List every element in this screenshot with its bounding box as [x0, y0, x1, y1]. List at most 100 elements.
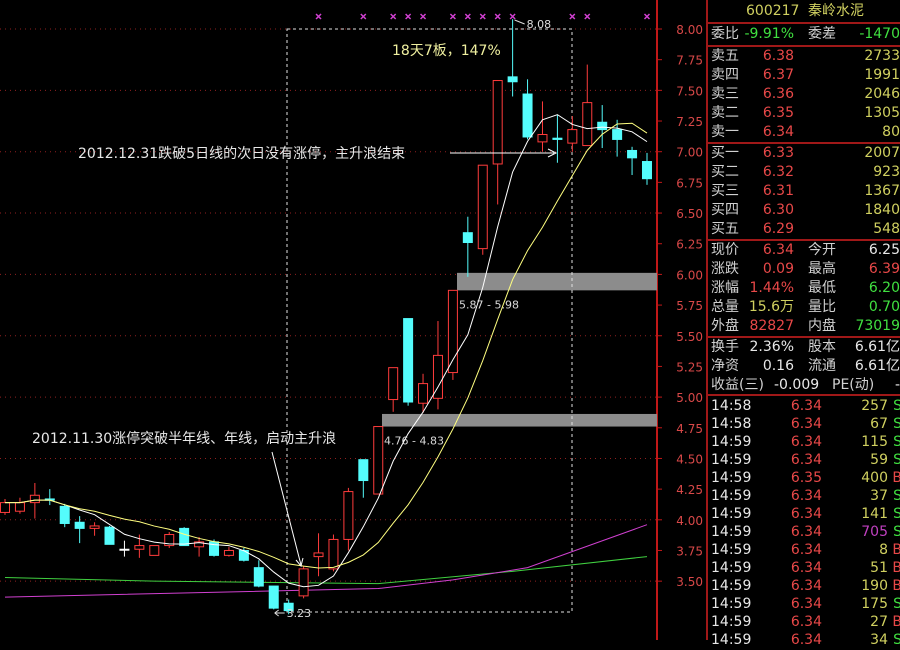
- arrowhead: [547, 148, 558, 158]
- bid-volume: 2007: [864, 145, 900, 161]
- axis-tick-label: 5.00: [676, 391, 703, 405]
- annotation-18-days: 18天7板，147%: [392, 43, 501, 59]
- candle-body: [104, 526, 115, 545]
- fund-value: 6.61亿: [854, 358, 900, 374]
- fund-label: 股本: [808, 339, 836, 355]
- bid-row: 买五 6.29 548: [708, 220, 900, 239]
- stat-value: 15.6万: [748, 299, 794, 315]
- candle-body: [507, 76, 518, 83]
- tick-price: 6.34: [790, 614, 822, 630]
- stat-label: 内盘: [808, 318, 836, 334]
- candlestick-chart[interactable]: 8.00 7.75 7.50 7.25 7.00 6.75 6.50 6.25 6.00 5.75…: [0, 0, 706, 640]
- stat-label: 量比: [808, 299, 836, 315]
- axis-tick-label: 4.00: [676, 514, 703, 528]
- candle-body: [373, 426, 384, 495]
- fund-value: 2.36%: [749, 339, 794, 355]
- tick-volume: 141: [861, 506, 888, 522]
- axis-tick-label: 5.25: [676, 360, 703, 374]
- axis-tick-label: 5.75: [676, 299, 703, 313]
- candle-body: [164, 534, 175, 547]
- tick-side: S: [893, 506, 900, 522]
- axis-tick-label: 7.25: [676, 115, 703, 129]
- tick-volume: 115: [861, 434, 888, 450]
- stat-row: 涨跌 0.09 最高 6.39: [708, 260, 900, 279]
- bid-label: 买二: [711, 164, 739, 180]
- tick-side: B: [892, 578, 900, 594]
- tick-side: S: [893, 452, 900, 468]
- bid-row: 买四 6.30 1840: [708, 201, 900, 220]
- signal-marker-icon: [643, 13, 651, 20]
- tick-side: S: [893, 488, 900, 504]
- low-pointer: [274, 609, 285, 617]
- tick-side: B: [892, 614, 900, 630]
- axis-tick-label: 6.75: [676, 176, 703, 190]
- candle-body: [418, 383, 429, 404]
- bid-price: 6.33: [762, 145, 794, 161]
- stat-label: 现价: [711, 242, 739, 258]
- stat-value: 6.25: [868, 242, 900, 258]
- tick-row: 14:59 6.34 34 S: [708, 631, 900, 650]
- tick-time: 14:58: [711, 398, 752, 414]
- tick-volume: 400: [861, 470, 888, 486]
- ask-price: 6.38: [762, 48, 794, 64]
- axis-tick-label: 4.25: [676, 483, 703, 497]
- arrowhead: [295, 557, 304, 568]
- tick-time: 14:59: [711, 578, 752, 594]
- divider: [708, 22, 900, 24]
- divider: [708, 239, 900, 241]
- tick-side: S: [893, 596, 900, 612]
- weicha-value: -1470: [859, 26, 900, 42]
- tick-price: 6.34: [790, 596, 822, 612]
- tick-row: 14:59 6.35 400 B: [708, 469, 900, 488]
- tick-price: 6.34: [790, 398, 822, 414]
- tick-row: 14:59 6.34 27 B: [708, 613, 900, 632]
- candle-body: [74, 521, 85, 529]
- divider: [708, 394, 900, 396]
- tick-row: 14:59 6.34 115 S: [708, 433, 900, 452]
- stat-value: 6.39: [868, 261, 900, 277]
- stat-label: 最高: [808, 261, 836, 277]
- bid-row: 买二 6.32 923: [708, 163, 900, 182]
- tick-volume: 257: [861, 398, 888, 414]
- candle-body: [283, 602, 294, 612]
- ask-row: 卖三 6.36 2046: [708, 85, 900, 104]
- stat-value: 6.20: [868, 280, 900, 296]
- tick-time: 14:59: [711, 452, 752, 468]
- signal-marker-icon: [494, 13, 501, 20]
- ask-price: 6.36: [762, 86, 794, 102]
- stat-value: 0.09: [762, 261, 794, 277]
- long-ma-line: [4, 556, 648, 585]
- candle-body: [194, 541, 205, 548]
- tick-side: B: [892, 542, 900, 558]
- stat-label: 总量: [711, 299, 739, 315]
- stat-value: 82827: [749, 318, 794, 334]
- bid-row: 买一 6.33 2007: [708, 144, 900, 163]
- tick-price: 6.35: [790, 470, 822, 486]
- tick-side: S: [893, 416, 900, 432]
- stat-label: 最低: [808, 280, 836, 296]
- tick-row: 14:59 6.34 59 S: [708, 451, 900, 470]
- fund-row: 净资 0.16 流通 6.61亿: [708, 357, 900, 376]
- axis-tick-label: 3.75: [676, 544, 703, 558]
- candle-body: [552, 137, 563, 140]
- candle-body: [134, 545, 145, 550]
- tick-volume: 67: [870, 416, 888, 432]
- ask-volume: 2046: [864, 86, 900, 102]
- tick-row: 14:59 6.34 37 S: [708, 487, 900, 506]
- signal-marker-icon: [479, 13, 486, 20]
- highlight-box: [286, 28, 573, 613]
- bid-price: 6.32: [762, 164, 794, 180]
- stat-row: 现价 6.34 今开 6.25: [708, 241, 900, 260]
- candle-body: [223, 549, 234, 556]
- candle-body: [641, 161, 652, 180]
- tick-volume: 705: [861, 524, 888, 540]
- tick-time: 14:59: [711, 434, 752, 450]
- candle-body: [447, 289, 458, 374]
- weicha-label: 委差: [808, 26, 836, 42]
- tick-side: B: [892, 470, 900, 486]
- stat-label: 外盘: [711, 318, 739, 334]
- tick-volume: 8: [879, 542, 888, 558]
- tick-price: 6.34: [790, 488, 822, 504]
- tick-time: 14:58: [711, 416, 752, 432]
- tick-side: S: [893, 434, 900, 450]
